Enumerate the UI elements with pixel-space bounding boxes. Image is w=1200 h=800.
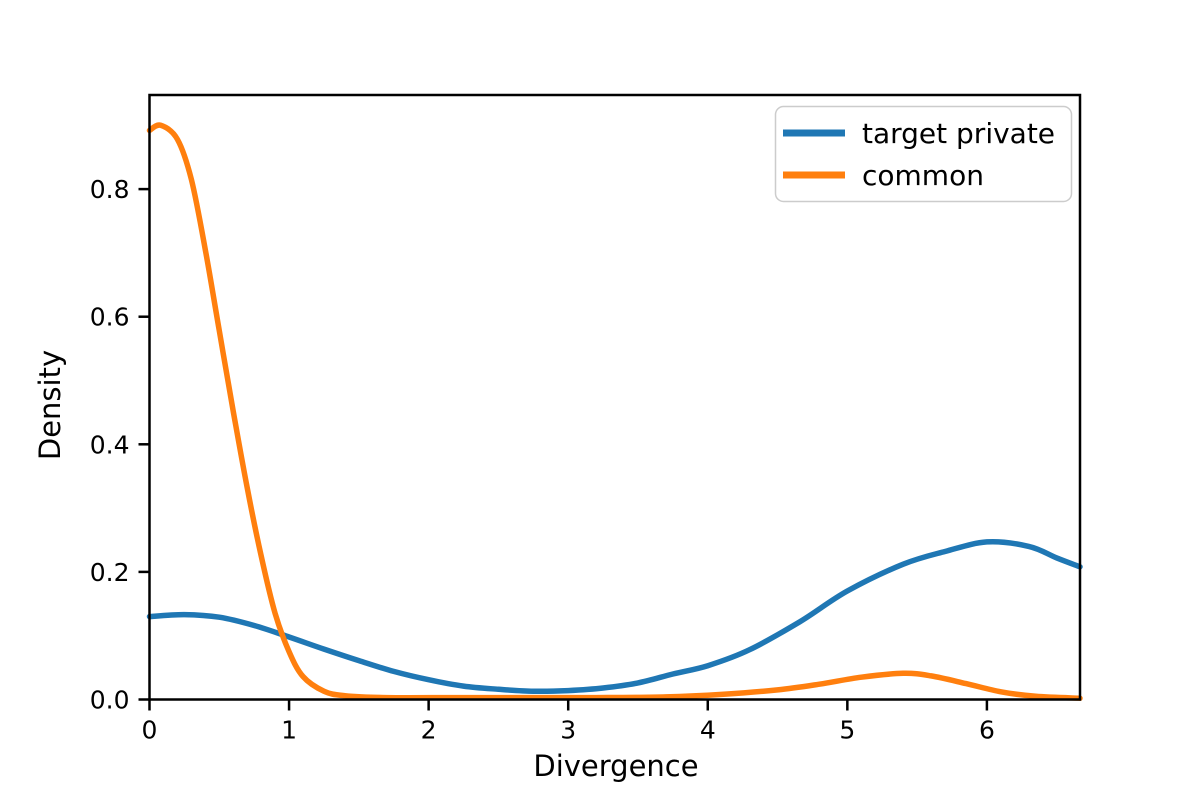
legend-label-target-private: target private: [862, 117, 1055, 150]
x-tick-label: 1: [281, 716, 297, 745]
x-tick-label: 3: [560, 716, 576, 745]
legend: target private common: [774, 105, 1073, 203]
curve-common: [146, 122, 1083, 701]
curve-target-private: [146, 539, 1083, 695]
y-tick-label: 0.6: [90, 303, 130, 332]
y-tick-label: 0.2: [90, 558, 130, 587]
legend-label-common: common: [862, 159, 984, 192]
x-tick-label: 4: [700, 716, 716, 745]
y-axis-label: Density: [33, 350, 67, 460]
x-tick-label: 6: [979, 716, 995, 745]
plot-border: [148, 93, 1082, 701]
legend-box: [774, 105, 1073, 203]
y-tick-label: 0.0: [90, 686, 130, 715]
y-axis: 0.0 0.2 0.4 0.6 0.8: [90, 175, 150, 715]
y-tick-label: 0.8: [90, 175, 130, 204]
y-tick-label: 0.4: [90, 430, 130, 459]
curves-group: [146, 122, 1083, 701]
x-tick-label: 0: [142, 716, 158, 745]
x-axis-label: Divergence: [533, 749, 698, 783]
x-tick-label: 2: [421, 716, 437, 745]
x-axis: 0 1 2 3 4 5 6: [142, 699, 995, 745]
x-tick-label: 5: [839, 716, 855, 745]
